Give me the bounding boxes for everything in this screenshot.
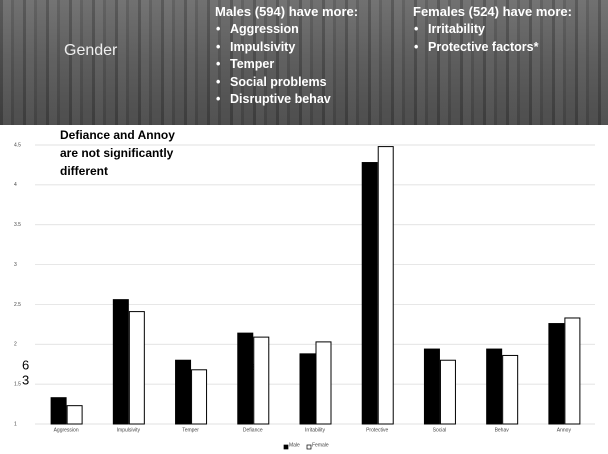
x-tick-label: Protective: [366, 427, 388, 433]
list-item: Disruptive behav: [215, 91, 358, 109]
bar: [315, 341, 332, 425]
bar: [191, 369, 208, 425]
list-item: Protective factors*: [413, 39, 572, 57]
bar: [423, 348, 440, 425]
y-tick-label: 1.5: [14, 381, 21, 387]
bar: [66, 405, 83, 425]
x-tick-label: Annoy: [557, 427, 572, 433]
females-heading: Females (524) have more:: [413, 4, 572, 19]
y-tick-label: 3: [14, 262, 17, 268]
list-item: Impulsivity: [215, 39, 358, 57]
y-tick-label: 4.5: [14, 142, 21, 148]
y-tick-label: 1: [14, 421, 17, 427]
y-tick-label: 2.5: [14, 302, 21, 308]
bar: [128, 311, 145, 425]
legend-label: Female: [312, 442, 329, 448]
bar: [50, 397, 67, 425]
bar: [548, 323, 565, 425]
x-tick-label: Defiance: [243, 427, 263, 433]
y-tick-label: 4: [14, 182, 17, 188]
stray-label: 3: [22, 372, 29, 387]
bar: [361, 162, 378, 425]
header-title: Gender: [64, 42, 118, 59]
bar: [564, 317, 581, 425]
bar: [377, 146, 394, 425]
list-item: Aggression: [215, 21, 358, 39]
bar: [112, 299, 129, 425]
legend-swatch: [306, 444, 312, 450]
bar: [299, 353, 316, 425]
bar: [439, 359, 456, 425]
y-tick-label: 3.5: [14, 222, 21, 228]
bar: [237, 332, 254, 425]
x-tick-label: Social: [433, 427, 447, 433]
males-list: AggressionImpulsivityTemperSocial proble…: [215, 21, 358, 109]
list-item: Irritability: [413, 21, 572, 39]
bar: [175, 359, 192, 425]
x-tick-label: Impulsivity: [117, 427, 141, 433]
list-item: Social problems: [215, 74, 358, 92]
y-tick-label: 2: [14, 342, 17, 348]
annotation: different: [60, 164, 108, 178]
annotation: are not significantly: [60, 146, 174, 160]
stray-label: 6: [22, 357, 29, 372]
bar: [253, 336, 270, 425]
chart: Defiance and Annoy are not significantly…: [14, 128, 595, 450]
males-heading: Males (594) have more:: [215, 4, 359, 19]
x-tick-label: Temper: [182, 427, 199, 433]
females-block: Females (524) have more: IrritabilityPro…: [413, 4, 572, 56]
x-tick-label: Behav: [495, 427, 510, 433]
list-item: Temper: [215, 56, 358, 74]
x-tick-label: Aggression: [54, 427, 79, 433]
bar: [502, 354, 519, 425]
x-tick-label: Irritability: [305, 427, 326, 433]
annotation: Defiance and Annoy: [60, 128, 175, 142]
bar: [486, 348, 503, 425]
males-block: Males (594) have more: AggressionImpulsi…: [215, 4, 358, 109]
legend-label: Male: [289, 442, 300, 448]
legend-swatch: [283, 444, 289, 450]
